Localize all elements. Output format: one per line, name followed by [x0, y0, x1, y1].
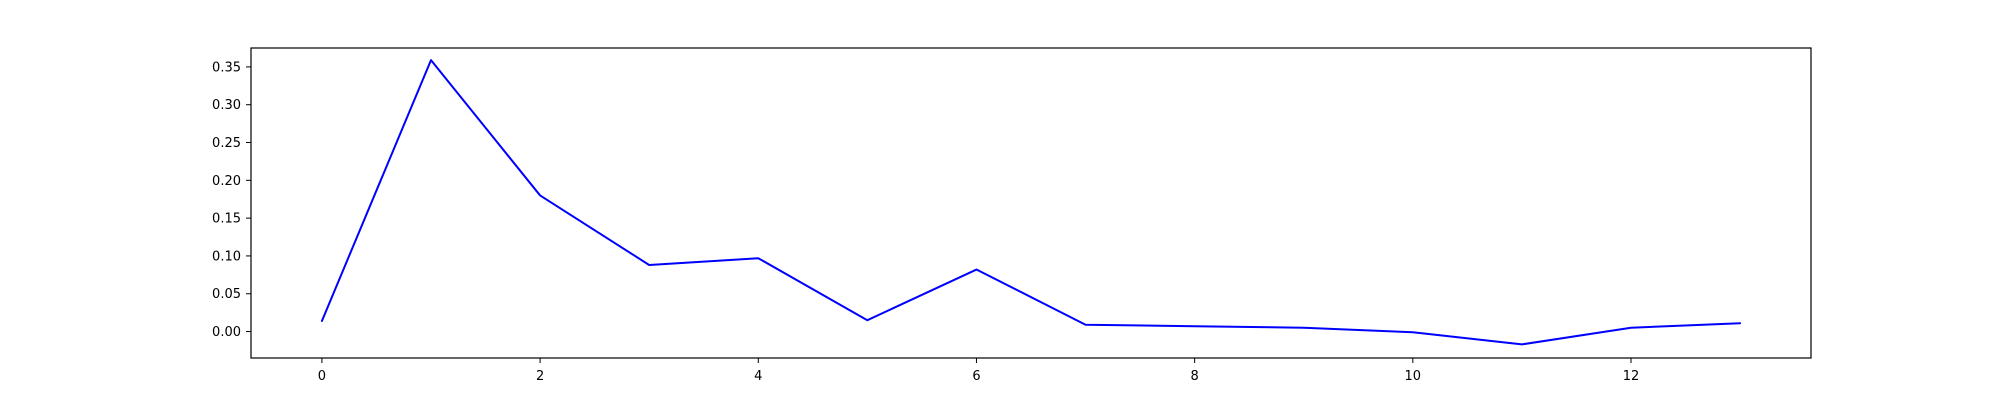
x-axis: 0 2 4 6 8 10 12	[318, 358, 1640, 384]
x-tick-label: 0	[318, 369, 326, 384]
x-tick-label: 4	[754, 369, 762, 384]
y-tick-label: 0.00	[212, 325, 241, 340]
x-tick-label: 8	[1190, 369, 1198, 384]
series-line	[320, 59, 1742, 346]
x-tick-label: 6	[972, 369, 980, 384]
y-tick-label: 0.05	[212, 287, 241, 302]
x-tick-label: 10	[1405, 369, 1422, 384]
y-axis: 0.00 0.05 0.10 0.15 0.20 0.25 0.30 0.35	[212, 60, 251, 340]
y-tick-label: 0.35	[212, 60, 241, 75]
y-tick-label: 0.15	[212, 212, 241, 227]
x-tick-label: 12	[1623, 369, 1640, 384]
y-tick-label: 0.30	[212, 98, 241, 113]
y-tick-label: 0.10	[212, 249, 241, 264]
x-tick-label: 2	[536, 369, 544, 384]
series-layer	[320, 59, 1742, 346]
y-tick-label: 0.25	[212, 136, 241, 151]
y-tick-label: 0.20	[212, 174, 241, 189]
plot-area-frame	[250, 47, 1812, 359]
